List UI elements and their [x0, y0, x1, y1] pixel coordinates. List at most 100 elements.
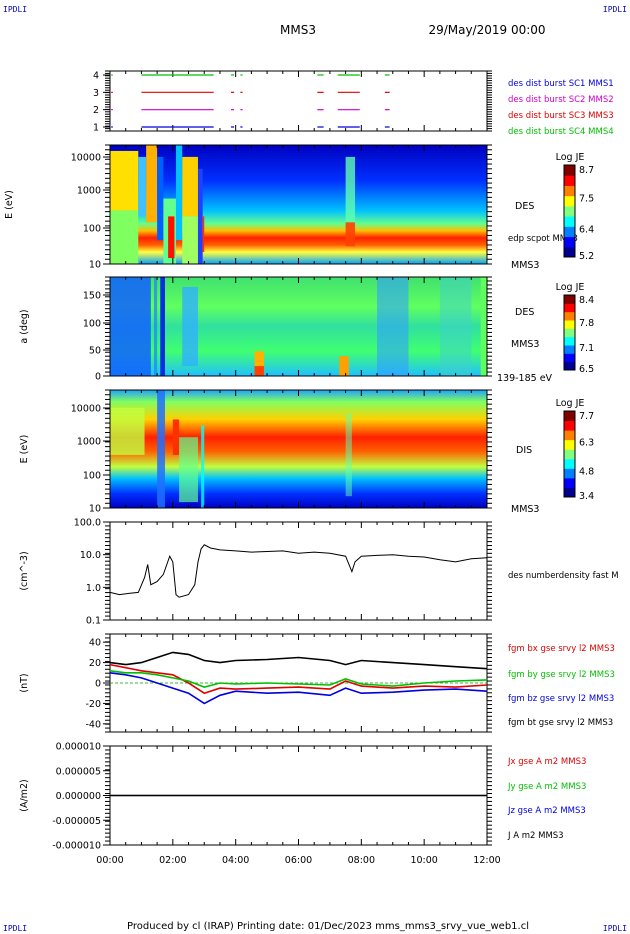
magnetic-field-series-1 — [109, 663, 488, 695]
dis-energy-ytick-label: 10 — [89, 504, 101, 515]
current-legend-4: J A m2 MMS3 — [507, 831, 564, 841]
des-energy-colorbar-segment — [564, 226, 575, 238]
x-axis-tick-label: 08:00 — [348, 855, 375, 866]
des-energy-feature — [110, 150, 139, 211]
des-pitch-feature — [254, 351, 264, 376]
density-panel-frame — [109, 521, 488, 621]
x-axis-tick-label: 04:00 — [222, 855, 249, 866]
des-pitch-ylabel: a (deg) — [19, 309, 30, 343]
des-pitch-instrument-label: DES — [515, 307, 534, 318]
burst-ytick-label: 3 — [93, 88, 99, 99]
des-energy-ylabel: E (eV) — [4, 190, 15, 219]
dis-energy-feature — [110, 407, 145, 455]
des-energy-colorbar-segment — [564, 195, 575, 207]
dis-energy-ytick-label: 100 — [83, 471, 101, 482]
x-axis-tick-label: 02:00 — [159, 855, 186, 866]
header-date: 29/May/2019 00:00 — [428, 23, 545, 37]
des-energy-colorbar-tick: 7.5 — [579, 194, 594, 205]
dis-energy-feature — [172, 419, 180, 455]
des-energy-feature — [110, 210, 139, 264]
density-ylabel: (cm^-3) — [19, 551, 30, 590]
des-pitch-colorbar-frame — [563, 294, 576, 371]
magnetic-field-ylabel: (nT) — [19, 673, 30, 692]
magnetic-field-series-3 — [109, 672, 488, 705]
burst-legend-4: des dist burst SC4 MMS4 — [508, 127, 614, 137]
des-energy-feature — [138, 156, 147, 217]
density-ytick-label: 100.0 — [74, 518, 101, 529]
dis-energy-colorbar-segment — [564, 477, 575, 488]
des-energy-colorbar-segment — [564, 205, 575, 217]
des-pitch-colorbar-segment — [564, 311, 575, 321]
des-energy-colorbar-tick: 8.7 — [579, 165, 594, 176]
magnetic-field-legend-2: fgm by gse srvy l2 MMS3 — [508, 670, 615, 680]
magnetic-field-legend-3: fgm bz gse srvy l2 MMS3 — [508, 694, 614, 704]
des-pitch-fill — [110, 277, 487, 376]
des-pitch-ytick-label: 150 — [83, 291, 101, 302]
current-ytick-label: -0.000010 — [52, 841, 101, 852]
des-energy-ytick-label: 100 — [83, 224, 101, 235]
dis-energy-fill — [110, 390, 487, 508]
des-pitch-feature — [339, 356, 349, 376]
magnetic-field-series-2 — [109, 670, 488, 688]
des-energy-colorbar-segment — [564, 236, 575, 248]
footer-credits: Produced by cl (IRAP) Printing date: 01/… — [127, 921, 529, 932]
current-legend-3: Jz gse A m2 MMS3 — [507, 806, 586, 816]
des-pitch-colorbar-segment — [564, 303, 575, 313]
magnetic-field-series-4 — [109, 651, 488, 670]
des-pitch-feature — [439, 277, 472, 376]
burst-ytick-label: 2 — [93, 105, 99, 116]
des-energy-feature — [345, 156, 356, 223]
des-energy-ytick-label: 10000 — [71, 153, 101, 164]
dis-energy-colorbar-segment — [564, 439, 575, 450]
x-axis-tick-label: 10:00 — [410, 855, 437, 866]
des-energy-feature — [175, 145, 183, 241]
des-pitch-feature — [160, 277, 165, 376]
des-energy-feature — [146, 145, 158, 223]
dis-energy-spacecraft-label: MMS3 — [511, 504, 539, 515]
des-pitch-feature — [254, 366, 264, 376]
x-axis-tick-label: 06:00 — [285, 855, 312, 866]
dis-energy-instrument-label: DIS — [516, 445, 532, 456]
dis-energy-ylabel: E (eV) — [19, 435, 30, 464]
dis-energy-colorbar-segment — [564, 449, 575, 460]
des-energy-feature — [345, 222, 356, 247]
panels-group: 4 3 2 1 des dist burst SC1 MMS1 des dist burs… — [4, 70, 619, 866]
dis-energy-colorbar-segment — [564, 458, 575, 469]
des-pitch-colorbar-segment — [564, 361, 575, 371]
magnetic-field-ytick-label: -20 — [85, 699, 101, 710]
des-pitch-colorbar-segment — [564, 328, 575, 338]
magnetic-field-ytick-label: 0 — [95, 679, 101, 690]
dis-energy-colorbar-frame — [563, 410, 576, 498]
des-energy-colorbar-segment — [564, 185, 575, 197]
des-energy-feature — [157, 156, 164, 241]
corner-label-bottom-right: IPDLI — [603, 924, 627, 933]
des-pitch-colorbar-tick: 7.8 — [579, 318, 594, 329]
current-legend-1: Jx gse A m2 MMS3 — [507, 757, 586, 767]
des-pitch-colorbar: Log JE 8.4 7.8 7.1 6.5 — [556, 282, 595, 375]
des-pitch-colorbar-tick: 7.1 — [579, 343, 594, 354]
density-ytick-label: 1.0 — [86, 583, 101, 594]
dis-energy-colorbar-segment — [564, 420, 575, 431]
des-pitch-feature — [110, 277, 151, 376]
dis-energy-colorbar-tick: 7.7 — [579, 411, 594, 422]
burst-panel-frame — [109, 70, 488, 132]
burst-legend-2: des dist burst SC2 MMS2 — [508, 95, 614, 105]
current-ytick-label: 0.000005 — [56, 766, 101, 777]
des-pitch-colorbar-segment — [564, 345, 575, 354]
des-energy-feature — [182, 156, 198, 217]
corner-label-top-right: IPDLI — [603, 5, 627, 14]
des-pitch-colorbar-title: Log JE — [556, 282, 585, 293]
density-ytick-label: 0.1 — [86, 616, 101, 627]
des-energy-colorbar-segment — [564, 165, 575, 176]
des-energy-colorbar-tick: 5.2 — [579, 251, 594, 262]
des-energy-colorbar: Log JE 8.7 7.5 6.4 5.2 — [556, 152, 595, 262]
des-energy-colorbar-segment — [564, 216, 575, 227]
magnetic-field-legend-4: fgm bt gse srvy l2 MMS3 — [508, 718, 613, 728]
magnetic-field-ytick-label: 20 — [89, 658, 101, 669]
x-axis-tick-label: 12:00 — [473, 855, 500, 866]
dis-energy-feature — [179, 437, 198, 503]
burst-ytick-label: 4 — [93, 71, 99, 82]
des-energy-spacecraft-label: MMS3 — [511, 260, 539, 271]
dis-energy-feature — [345, 413, 352, 497]
